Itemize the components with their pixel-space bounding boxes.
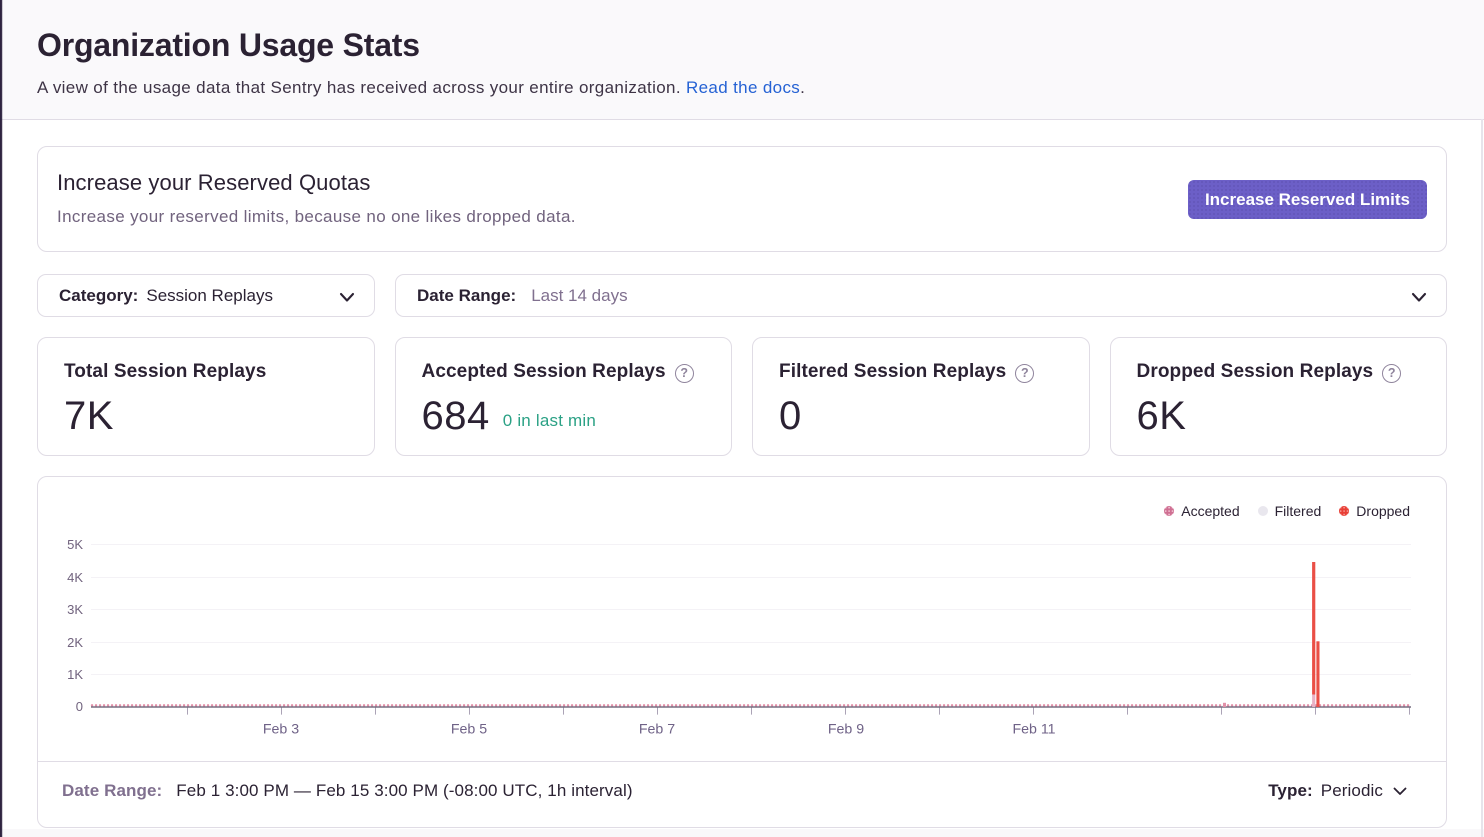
svg-text:Feb 9: Feb 9 <box>828 722 864 738</box>
svg-text:1K: 1K <box>67 667 83 682</box>
svg-text:4K: 4K <box>67 570 83 585</box>
svg-text:Feb 3: Feb 3 <box>263 722 299 738</box>
svg-text:3K: 3K <box>67 602 83 617</box>
svg-text:5K: 5K <box>67 537 83 552</box>
svg-text:0: 0 <box>76 699 83 714</box>
svg-text:Feb 7: Feb 7 <box>639 722 675 738</box>
svg-text:Feb 11: Feb 11 <box>1012 722 1055 738</box>
svg-text:Feb 5: Feb 5 <box>451 722 487 738</box>
svg-text:2K: 2K <box>67 635 83 650</box>
